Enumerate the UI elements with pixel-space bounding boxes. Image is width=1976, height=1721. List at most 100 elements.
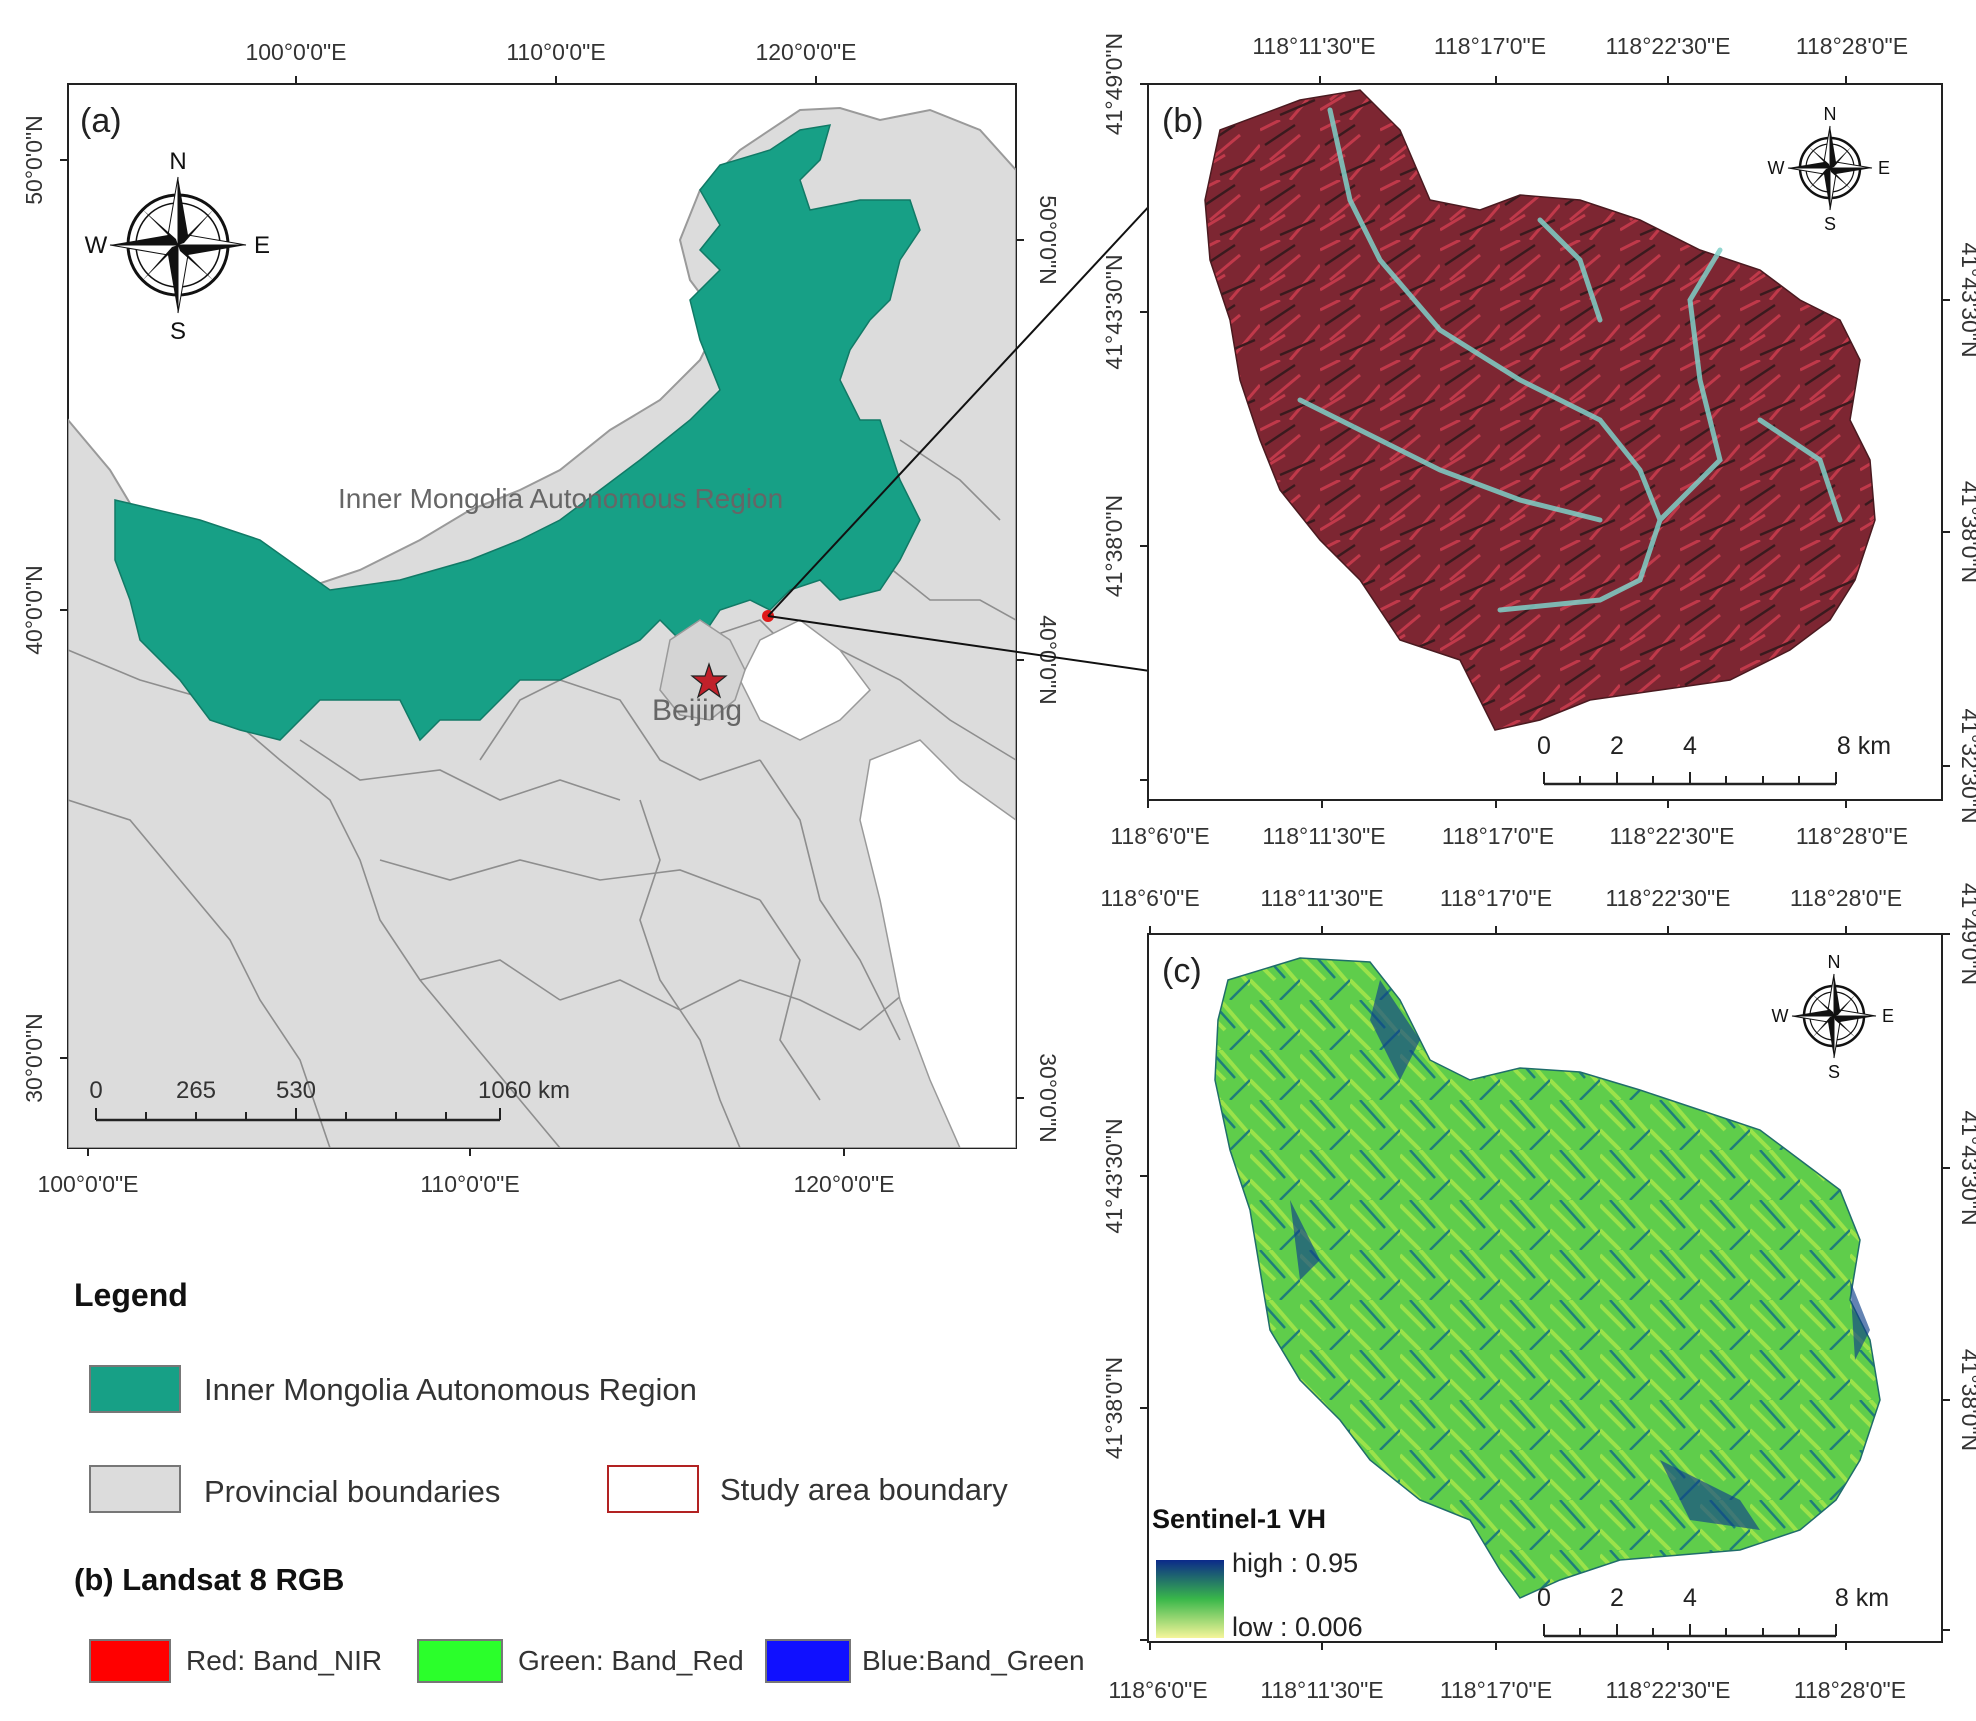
scale-b-2: 4	[1683, 732, 1697, 760]
compass-c-e: E	[1882, 1006, 1894, 1026]
panel-c-bottom-tick-5: 118°28'0"E	[1794, 1677, 1906, 1703]
panel-b-label: (b)	[1162, 102, 1204, 140]
legend-swatch-green	[417, 1639, 503, 1683]
panel-b-right-tick-1: 41°43'30"N	[1957, 242, 1976, 357]
compass-b-w: W	[1768, 158, 1785, 178]
compass-c-n: N	[1828, 952, 1841, 972]
panel-b-bottom-tick-4: 118°22'30"E	[1610, 823, 1735, 849]
panel-a-left-tick-1: 50°0'0"N	[21, 115, 47, 205]
panel-a-compass-icon: N S E W	[85, 148, 270, 345]
panel-c-left-tick-2: 41°38'0"N	[1101, 1357, 1127, 1459]
compass-b-e: E	[1878, 158, 1890, 178]
legend-label-red: Red: Band_NIR	[186, 1645, 382, 1676]
vh-dark-slopes	[1290, 980, 1870, 1530]
legend-title: Legend	[74, 1277, 188, 1313]
map-legend: Legend Inner Mongolia Autonomous Region …	[74, 1277, 1085, 1683]
panel-a-scale-bar: 0 265 530 1060 km	[89, 1077, 570, 1122]
legend-swatch-provincial	[89, 1465, 181, 1513]
river-network	[1297, 107, 1843, 613]
panel-a-right-tick-2: 40°0'0"N	[1035, 615, 1061, 705]
scale-c-3: 8 km	[1835, 1584, 1889, 1612]
panel-c-bottom-tick-3: 118°17'0"E	[1440, 1677, 1552, 1703]
legend-label-provincial: Provincial boundaries	[204, 1474, 500, 1509]
panel-a-bottom-tick-2: 110°0'0"E	[420, 1171, 519, 1197]
legend-label-inner-mongolia: Inner Mongolia Autonomous Region	[204, 1372, 697, 1407]
city-label-beijing: Beijing	[652, 694, 742, 727]
panel-a-bottom-tick-1: 100°0'0"E	[37, 1171, 138, 1197]
panel-a-left-tick-2: 40°0'0"N	[21, 565, 47, 655]
legend-swatch-red	[89, 1639, 171, 1683]
panel-b-ticks	[1140, 76, 1950, 808]
panel-b-right-tick-2: 41°38'0"N	[1957, 481, 1976, 583]
scale-b-0: 0	[1537, 732, 1551, 760]
inner-mongolia-region	[114, 124, 921, 742]
panel-b-bottom-tick-5: 118°28'0"E	[1796, 823, 1908, 849]
panel-a-top-tick-1: 100°0'0"E	[245, 39, 346, 65]
compass-b-s: S	[1824, 214, 1836, 234]
panel-b-scale-bar: 0 2 4 8 km	[1537, 732, 1891, 786]
panel-c-bottom-tick-4: 118°22'30"E	[1606, 1677, 1731, 1703]
panel-b-left-tick-1: 41°49'0"N	[1101, 33, 1127, 135]
legend-swatch-inner-mongolia	[89, 1365, 181, 1413]
panel-b-left-tick-2: 41°43'30"N	[1101, 254, 1127, 369]
legend-swatch-study-area	[607, 1465, 699, 1513]
scale-a-1: 265	[176, 1077, 216, 1104]
compass-a-e: E	[254, 232, 270, 259]
panel-c-compass-icon: N S E W	[1772, 952, 1895, 1082]
panel-a-ticks	[60, 76, 1024, 1156]
compass-c-w: W	[1772, 1006, 1789, 1026]
panel-c-bottom-tick-2: 118°11'30"E	[1260, 1677, 1383, 1703]
colorbar-high-label: high : 0.95	[1232, 1548, 1358, 1578]
panel-a-bottom-tick-3: 120°0'0"E	[793, 1171, 894, 1197]
compass-b-n: N	[1824, 104, 1837, 124]
panel-b-map: 118°11'30"E 118°17'0"E 118°22'30"E 118°2…	[1101, 33, 1976, 849]
colorbar-title: Sentinel-1 VH	[1152, 1504, 1326, 1534]
panel-b-bottom-tick-3: 118°17'0"E	[1442, 823, 1554, 849]
panel-b-top-tick-2: 118°17'0"E	[1434, 33, 1546, 59]
panel-b-bottom-tick-1: 118°6'0"E	[1110, 823, 1209, 849]
panel-c-bottom-tick-1: 118°6'0"E	[1108, 1677, 1207, 1703]
scale-c-0: 0	[1537, 1584, 1551, 1612]
scale-b-3: 8 km	[1837, 732, 1891, 760]
scale-c-1: 2	[1610, 1584, 1624, 1612]
panel-c-top-tick-1: 118°6'0"E	[1100, 885, 1199, 911]
panel-b-top-tick-4: 118°28'0"E	[1796, 33, 1908, 59]
panel-c-map: 118°6'0"E 118°11'30"E 118°17'0"E 118°22'…	[1100, 883, 1976, 1703]
yellow-sea	[859, 739, 1016, 1148]
panel-c-left-tick-1: 41°43'30"N	[1101, 1118, 1127, 1233]
panel-a-left-tick-3: 30°0'0"N	[21, 1013, 47, 1103]
scale-a-2: 530	[276, 1077, 316, 1104]
panel-c-top-tick-3: 118°17'0"E	[1440, 885, 1552, 911]
compass-a-s: S	[170, 318, 186, 345]
beijing-star-icon	[690, 662, 728, 699]
compass-c-s: S	[1828, 1062, 1840, 1082]
panel-a-map: 100°0'0"E 110°0'0"E 120°0'0"E 100°0'0"E …	[21, 39, 1061, 1197]
scale-a-3: 1060 km	[478, 1077, 570, 1104]
panel-b-top-tick-3: 118°22'30"E	[1606, 33, 1731, 59]
panel-c-top-tick-4: 118°22'30"E	[1606, 885, 1731, 911]
panel-c-label: (c)	[1162, 952, 1202, 990]
panel-a-top-tick-3: 120°0'0"E	[755, 39, 856, 65]
scale-c-2: 4	[1683, 1584, 1697, 1612]
bohai-sea	[739, 619, 871, 741]
scale-b-1: 2	[1610, 732, 1624, 760]
compass-a-w: W	[85, 232, 108, 259]
panel-b-right-tick-3: 41°32'30"N	[1957, 708, 1976, 823]
compass-a-n: N	[169, 148, 186, 175]
beijing-region	[659, 619, 746, 721]
panel-c-right-tick-3: 41°38'0"N	[1957, 1349, 1976, 1451]
colorbar-low-label: low : 0.006	[1232, 1612, 1363, 1642]
region-label: Inner Mongolia Autonomous Region	[338, 483, 783, 514]
colorbar-gradient	[1156, 1560, 1224, 1638]
panel-b-compass-icon: N S E W	[1768, 104, 1891, 234]
legend-label-green: Green: Band_Red	[518, 1645, 744, 1676]
panel-b-top-tick-1: 118°11'30"E	[1252, 33, 1375, 59]
panel-a-top-tick-2: 110°0'0"E	[506, 39, 605, 65]
legend-swatch-blue	[765, 1639, 851, 1683]
legend-landsat-title: (b) Landsat 8 RGB	[74, 1562, 344, 1597]
panel-a-right-tick-3: 30°0'0"N	[1035, 1053, 1061, 1143]
panel-b-left-tick-3: 41°38'0"N	[1101, 495, 1127, 597]
panel-c-top-tick-5: 118°28'0"E	[1790, 885, 1902, 911]
panel-a-label: (a)	[80, 102, 122, 140]
panel-a-right-tick-1: 50°0'0"N	[1035, 195, 1061, 285]
